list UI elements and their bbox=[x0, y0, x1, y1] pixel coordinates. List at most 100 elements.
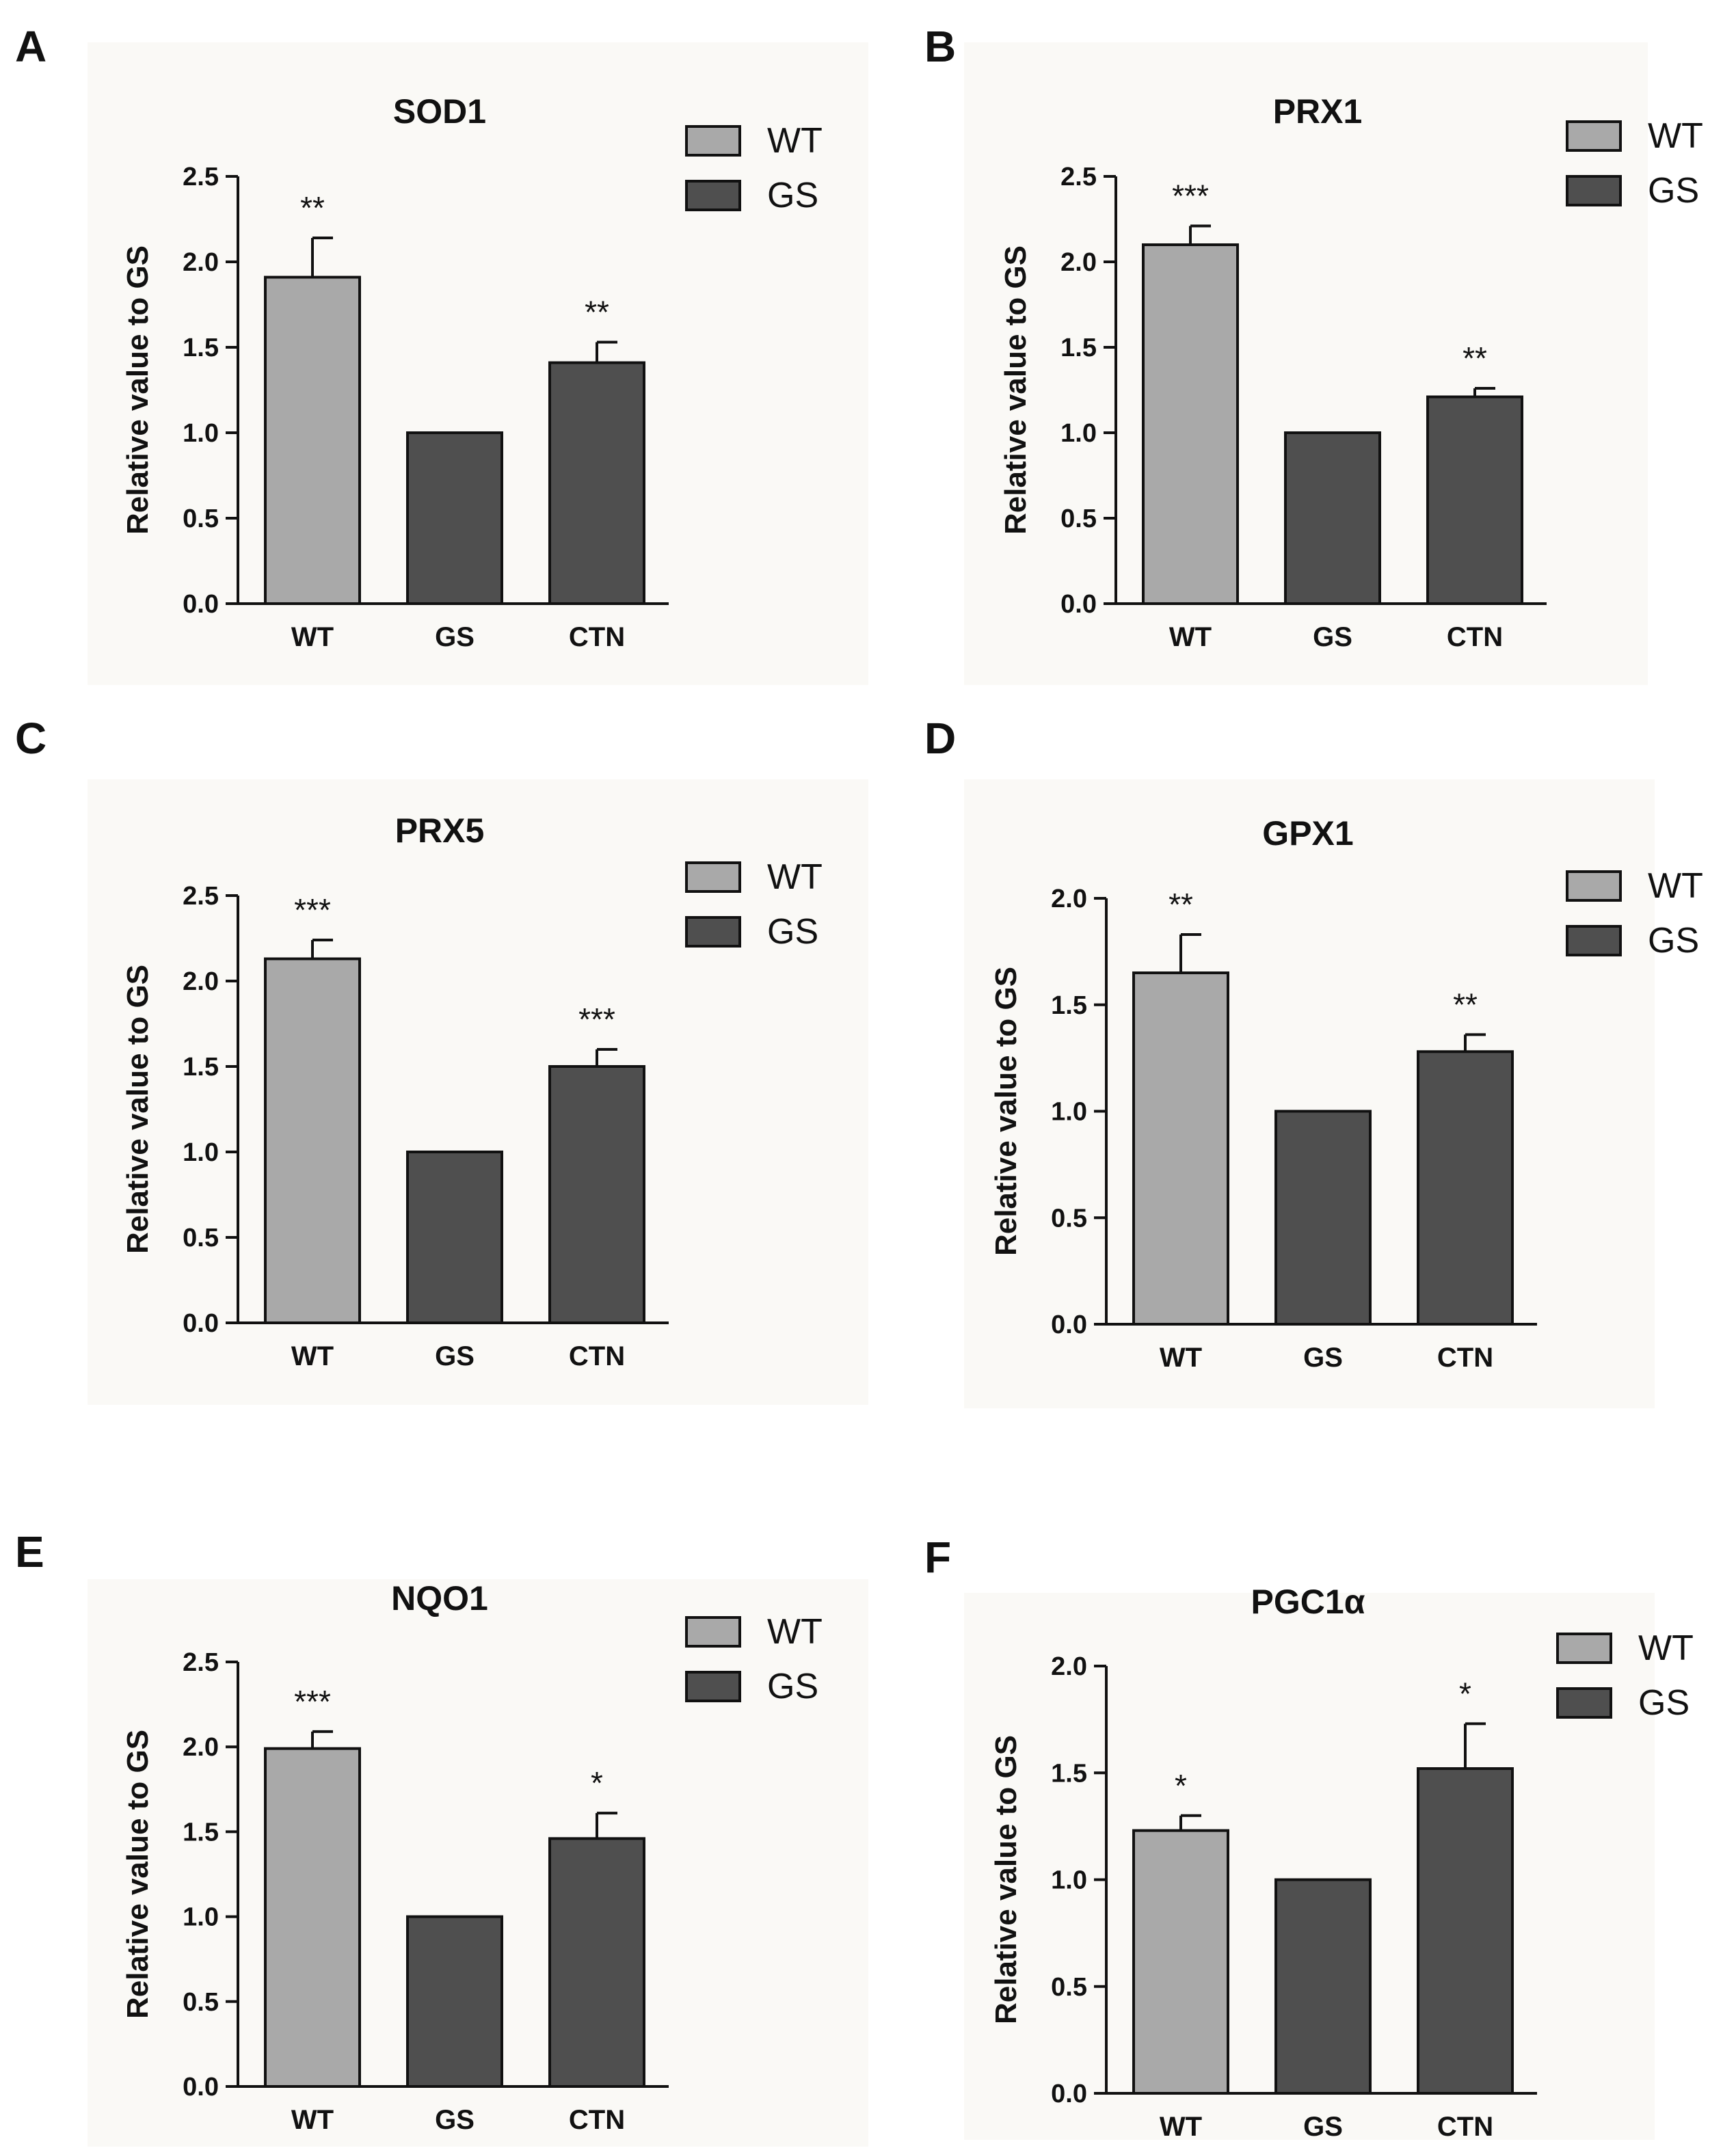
y-tick-label: 1.5 bbox=[183, 1053, 219, 1082]
legend-swatch-wt bbox=[685, 125, 741, 157]
y-tick-label: 2.0 bbox=[183, 1733, 219, 1762]
x-tick-label: WT bbox=[1169, 622, 1212, 652]
y-tick-label: 0.5 bbox=[183, 1224, 219, 1252]
y-tick-label: 0.0 bbox=[1051, 2080, 1087, 2108]
y-tick-label: 1.0 bbox=[1051, 1098, 1087, 1127]
y-tick-label: 2.0 bbox=[183, 967, 219, 996]
panel-letter: D bbox=[924, 714, 956, 763]
legend-swatch-gs bbox=[685, 916, 741, 948]
y-tick-label: 1.0 bbox=[183, 419, 219, 448]
x-tick-label: WT bbox=[291, 2105, 334, 2135]
y-axis-label: Relative value to GS bbox=[989, 1735, 1023, 2024]
legend-label: GS bbox=[767, 912, 818, 952]
x-tick-label: WT bbox=[291, 622, 334, 652]
y-axis-label: Relative value to GS bbox=[121, 1730, 155, 2019]
x-tick-label: CTN bbox=[569, 2105, 625, 2135]
panel-letter: F bbox=[924, 1533, 951, 1582]
chart-panel-E: E NQO1 0.0 0.5 1.0 1.5 2.0 2.5 Relative value to… bbox=[15, 1527, 868, 2147]
y-tick-label: 0.5 bbox=[1051, 1973, 1087, 2002]
x-tick-label: CTN bbox=[1437, 1343, 1493, 1373]
y-tick-label: 1.5 bbox=[1051, 991, 1087, 1020]
x-tick-label: CTN bbox=[569, 1341, 625, 1371]
legend-swatch-wt bbox=[1566, 120, 1622, 152]
x-tick-label: GS bbox=[435, 2105, 475, 2135]
y-tick-label: 1.5 bbox=[1060, 334, 1097, 362]
chart-title: PRX1 bbox=[1273, 92, 1363, 131]
chart-panel-B: B PRX1 0.0 0.5 1.0 1.5 2.0 2.5 Relative value to… bbox=[924, 22, 1703, 685]
legend-swatch-gs bbox=[1556, 1687, 1612, 1719]
significance-marker: ** bbox=[585, 295, 609, 330]
chart-panel-D: D GPX1 0.0 0.5 1.0 1.5 2.0 Relative value to GS… bbox=[924, 714, 1703, 1408]
bar-ctn bbox=[548, 1837, 645, 2088]
chart-panel-C: C PRX5 0.0 0.5 1.0 1.5 2.0 2.5 Relative value to… bbox=[15, 714, 868, 1405]
y-tick-label: 0.0 bbox=[1060, 590, 1097, 619]
bar-gs bbox=[1284, 431, 1381, 605]
y-tick-label: 0.0 bbox=[183, 2073, 219, 2102]
legend-swatch-gs bbox=[1566, 925, 1622, 956]
panel-letter: B bbox=[924, 22, 956, 71]
y-tick-label: 0.0 bbox=[183, 1309, 219, 1338]
panel-letter: C bbox=[15, 714, 46, 763]
significance-marker: ** bbox=[1463, 340, 1487, 376]
y-tick-label: 2.0 bbox=[1060, 248, 1097, 277]
chart-panel-F: F PGC1α 0.0 0.5 1.0 1.5 2.0 Relative value to G… bbox=[924, 1533, 1694, 2142]
legend-swatch-wt bbox=[1566, 870, 1622, 902]
y-tick-label: 2.5 bbox=[183, 1648, 219, 1677]
legend-label: GS bbox=[1638, 1683, 1690, 1723]
y-tick-label: 1.5 bbox=[183, 1818, 219, 1847]
bar-ctn bbox=[1417, 1050, 1514, 1326]
y-tick-label: 2.5 bbox=[1060, 163, 1097, 191]
legend-label: GS bbox=[767, 1667, 818, 1706]
chart-title: PRX5 bbox=[395, 811, 485, 850]
y-tick-label: 2.5 bbox=[183, 163, 219, 191]
chart-title: PGC1α bbox=[1251, 1583, 1365, 1621]
x-tick-label: WT bbox=[1160, 2112, 1202, 2142]
chart-title: NQO1 bbox=[391, 1579, 488, 1617]
y-tick-label: 1.0 bbox=[1060, 419, 1097, 448]
bar-ctn bbox=[1417, 1767, 1514, 2095]
bar-gs bbox=[406, 1151, 503, 1324]
legend-swatch-wt bbox=[685, 861, 741, 893]
x-tick-label: GS bbox=[435, 1341, 475, 1371]
legend-label: WT bbox=[767, 121, 823, 161]
x-tick-label: CTN bbox=[569, 622, 625, 652]
y-tick-label: 0.5 bbox=[183, 505, 219, 533]
legend-swatch-gs bbox=[685, 1671, 741, 1702]
y-tick-label: 2.5 bbox=[183, 882, 219, 911]
significance-marker: *** bbox=[294, 892, 331, 928]
y-tick-label: 0.5 bbox=[183, 1988, 219, 2017]
y-axis-label: Relative value to GS bbox=[989, 967, 1023, 1256]
bar-wt bbox=[1132, 971, 1229, 1326]
bar-gs bbox=[1274, 1878, 1372, 2095]
y-tick-label: 1.5 bbox=[183, 334, 219, 362]
x-tick-label: WT bbox=[291, 1341, 334, 1371]
significance-marker: ** bbox=[1453, 986, 1478, 1022]
bar-wt bbox=[264, 957, 361, 1324]
bar-ctn bbox=[548, 1065, 645, 1324]
legend-label: GS bbox=[767, 176, 818, 215]
y-axis-label: Relative value to GS bbox=[121, 965, 155, 1254]
y-tick-label: 1.5 bbox=[1051, 1759, 1087, 1788]
significance-marker: ** bbox=[1169, 887, 1193, 922]
y-tick-label: 2.0 bbox=[183, 248, 219, 277]
y-tick-label: 1.0 bbox=[183, 1903, 219, 1932]
x-tick-label: GS bbox=[1303, 1343, 1343, 1373]
legend-swatch-gs bbox=[685, 180, 741, 211]
panel-letter: E bbox=[15, 1527, 44, 1576]
chart-title: SOD1 bbox=[393, 92, 486, 131]
bar-ctn bbox=[1426, 395, 1523, 605]
x-tick-label: CTN bbox=[1437, 2112, 1493, 2142]
legend-swatch-wt bbox=[685, 1616, 741, 1648]
panel-letter: A bbox=[15, 22, 46, 71]
x-tick-label: GS bbox=[1313, 622, 1352, 652]
x-tick-label: WT bbox=[1160, 1343, 1202, 1373]
legend-label: WT bbox=[767, 1612, 823, 1652]
legend-label: GS bbox=[1648, 171, 1699, 211]
significance-marker: * bbox=[591, 1765, 603, 1801]
legend-label: WT bbox=[1638, 1628, 1694, 1668]
bar-wt bbox=[1132, 1829, 1229, 2095]
significance-marker: ** bbox=[300, 190, 325, 226]
bar-wt bbox=[264, 1747, 361, 2089]
bar-wt bbox=[264, 276, 361, 605]
